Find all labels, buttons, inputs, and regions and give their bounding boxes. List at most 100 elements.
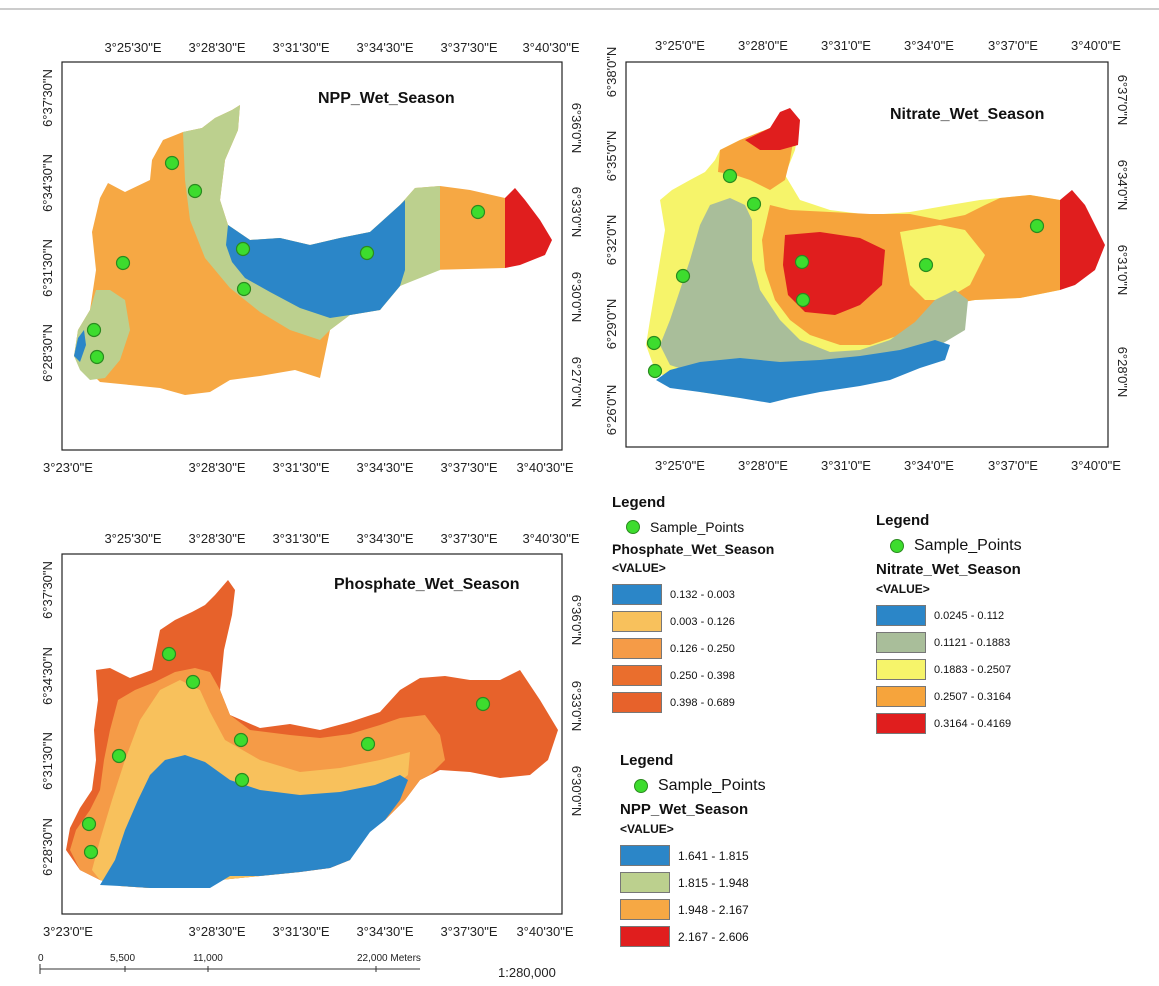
legend-class-label: 0.1121 - 0.1883 xyxy=(934,636,1011,649)
phosphate-bottom-tick: 3°40'30"E xyxy=(516,924,573,939)
nitrate-left-ticks: 6°38'0"N 6°35'0"N 6°32'0"N 6°29'0"N 6°26… xyxy=(604,47,619,436)
npp-title: NPP_Wet_Season xyxy=(318,90,455,107)
nitrate-top-tick: 3°28'0"E xyxy=(738,38,788,53)
sample-point xyxy=(647,363,663,379)
sample-point xyxy=(233,732,249,748)
nitrate-title: Nitrate_Wet_Season xyxy=(890,106,1044,123)
legend-swatch xyxy=(620,872,670,893)
legend-swatch xyxy=(876,713,926,734)
nitrate-zone-red xyxy=(783,232,885,315)
legend-class-row: 1.815 - 1.948 xyxy=(620,869,840,896)
npp-top-tick: 3°28'30"E xyxy=(188,40,245,55)
npp-bottom-ticks: 3°23'0"E 3°28'30"E 3°31'30"E 3°34'30"E 3… xyxy=(43,460,574,475)
legend-class-label: 0.003 - 0.126 xyxy=(670,615,735,628)
npp-zone-green-left xyxy=(74,290,130,380)
phosphate-panel: Phosphate_Wet_Season 3°25'30"E 3°28'30"E… xyxy=(40,531,584,939)
legend-class-row: 0.398 - 0.689 xyxy=(612,689,827,716)
legend-swatch xyxy=(612,638,662,659)
phosphate-top-tick: 3°28'30"E xyxy=(188,531,245,546)
nitrate-bottom-ticks: 3°25'0"E 3°28'0"E 3°31'0"E 3°34'0"E 3°37… xyxy=(655,458,1121,473)
nitrate-zone-yellow-mid xyxy=(900,225,985,300)
legend-class-label: 0.126 - 0.250 xyxy=(670,642,735,655)
nitrate-left-tick: 6°32'0"N xyxy=(604,215,619,266)
legend-class-row: 0.126 - 0.250 xyxy=(612,635,827,662)
legend-swatch xyxy=(876,659,926,680)
legend-class-label: 0.398 - 0.689 xyxy=(670,696,735,709)
legend-layer-name: Phosphate_Wet_Season xyxy=(612,541,775,557)
nitrate-zone-red-east xyxy=(1060,190,1105,290)
npp-left-tick: 6°28'30"N xyxy=(40,324,55,382)
sample-point xyxy=(86,322,102,338)
legend-class-label: 0.1883 - 0.2507 xyxy=(934,663,1012,676)
sample-point xyxy=(111,748,127,764)
nitrate-right-tick: 6°34'0"N xyxy=(1115,160,1130,211)
phosphate-right-tick: 6°36'0"N xyxy=(569,595,584,646)
scale-label: 22,000 Meters xyxy=(357,953,421,964)
nitrate-left-tick: 6°38'0"N xyxy=(604,47,619,98)
legend-class-label: 1.815 - 1.948 xyxy=(678,875,749,890)
phosphate-left-ticks: 6°37'30"N 6°34'30"N 6°31'30"N 6°28'30"N xyxy=(40,561,55,876)
sample-point-icon xyxy=(890,539,904,553)
npp-right-tick: 6°33'0"N xyxy=(569,187,584,238)
phosphate-zone-blue xyxy=(100,755,408,888)
phosphate-top-tick: 3°37'30"E xyxy=(440,531,497,546)
legend-sample-label: Sample_Points xyxy=(914,537,1022,554)
nitrate-sample-points xyxy=(646,168,1045,379)
legend-class-row: 0.3164 - 0.4169 xyxy=(876,710,1096,737)
npp-panel: NPP_Wet_Season 3°25'30"E 3°28'30"E 3°31'… xyxy=(40,40,584,475)
nitrate-left-tick: 6°29'0"N xyxy=(604,299,619,350)
sample-point xyxy=(646,335,662,351)
phosphate-left-tick: 6°34'30"N xyxy=(40,647,55,705)
sample-point xyxy=(360,736,376,752)
phosphate-right-ticks: 6°36'0"N 6°33'0"N 6°30'0"N xyxy=(569,595,584,817)
npp-top-tick: 3°25'30"E xyxy=(104,40,161,55)
legend-class-row: 0.250 - 0.398 xyxy=(612,662,827,689)
nitrate-zone-blue xyxy=(656,340,950,403)
sample-point xyxy=(234,772,250,788)
legend-heading: Legend xyxy=(620,752,674,769)
legend-value-label: <VALUE> xyxy=(620,822,674,836)
nitrate-top-tick: 3°37'0"E xyxy=(988,38,1038,53)
nitrate-top-tick: 3°34'0"E xyxy=(904,38,954,53)
phosphate-right-tick: 6°33'0"N xyxy=(569,681,584,732)
nitrate-top-tick: 3°31'0"E xyxy=(821,38,871,53)
npp-bottom-tick: 3°28'30"E xyxy=(188,460,245,475)
sample-point xyxy=(236,281,252,297)
sample-point xyxy=(164,155,180,171)
npp-top-tick: 3°31'30"E xyxy=(272,40,329,55)
nitrate-left-tick: 6°35'0"N xyxy=(604,131,619,182)
phosphate-bottom-tick: 3°23'0"E xyxy=(43,924,93,939)
legend-swatch xyxy=(876,632,926,653)
legend-heading: Legend xyxy=(876,512,930,529)
phosphate-title: Phosphate_Wet_Season xyxy=(334,576,520,593)
nitrate-bottom-tick: 3°28'0"E xyxy=(738,458,788,473)
legend-class-row: 1.641 - 1.815 xyxy=(620,842,840,869)
nitrate-zone-green xyxy=(660,198,968,385)
sample-point xyxy=(722,168,738,184)
npp-left-tick: 6°37'30"N xyxy=(40,69,55,127)
scale-bar xyxy=(39,964,420,974)
legend-heading: Legend xyxy=(612,494,666,511)
nitrate-top-ticks: 3°25'0"E 3°28'0"E 3°31'0"E 3°34'0"E 3°37… xyxy=(655,38,1121,53)
legend-swatch xyxy=(620,899,670,920)
legend-class-label: 1.948 - 2.167 xyxy=(678,902,749,917)
legend-class-label: 0.0245 - 0.112 xyxy=(934,609,1005,622)
npp-bottom-tick: 3°31'30"E xyxy=(272,460,329,475)
legend-sample-entry: Sample_Points xyxy=(626,519,827,535)
legend-class-row: 0.0245 - 0.112 xyxy=(876,602,1096,629)
nitrate-top-tick: 3°40'0"E xyxy=(1071,38,1121,53)
nitrate-bottom-tick: 3°34'0"E xyxy=(904,458,954,473)
npp-bottom-tick: 3°34'30"E xyxy=(356,460,413,475)
phosphate-right-tick: 6°30'0"N xyxy=(569,766,584,817)
legend-class-label: 0.132 - 0.003 xyxy=(670,588,735,601)
legend-sample-entry: Sample_Points xyxy=(890,537,1096,555)
legend-class-label: 2.167 - 2.606 xyxy=(678,929,749,944)
npp-bottom-tick: 3°37'30"E xyxy=(440,460,497,475)
phosphate-top-tick: 3°31'30"E xyxy=(272,531,329,546)
nitrate-right-tick: 6°31'0"N xyxy=(1115,245,1130,296)
sample-point xyxy=(359,245,375,261)
nitrate-top-tick: 3°25'0"E xyxy=(655,38,705,53)
npp-sample-points xyxy=(86,155,486,365)
nitrate-left-tick: 6°26'0"N xyxy=(604,385,619,436)
